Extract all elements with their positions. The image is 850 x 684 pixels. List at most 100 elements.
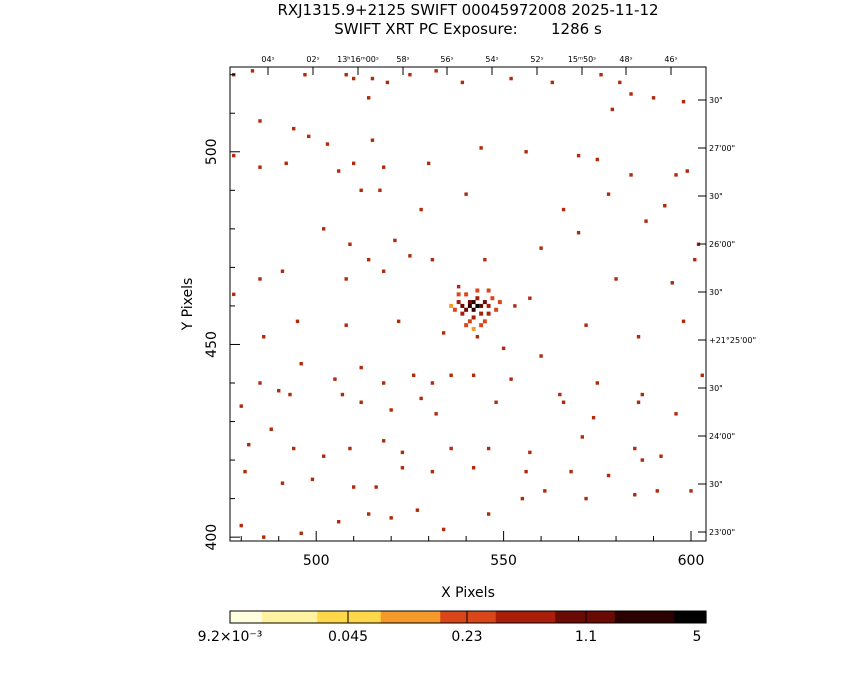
- colorbar-segment: [289, 611, 295, 623]
- source-pixel: [460, 311, 465, 316]
- event-pixel: [262, 535, 266, 539]
- colorbar-segment: [436, 611, 441, 623]
- event-pixel: [366, 512, 371, 516]
- colorbar-segment: [468, 611, 473, 623]
- event-pixel: [344, 72, 348, 77]
- event-pixel: [239, 523, 243, 528]
- source-pixel: [482, 319, 487, 324]
- ra-tick-label: 48ˢ: [619, 55, 632, 64]
- colorbar-segment: [416, 611, 421, 623]
- source-pixel: [482, 300, 487, 305]
- colorbar-segment: [535, 611, 540, 623]
- source-pixel: [475, 296, 480, 301]
- colorbar-segment: [305, 611, 310, 623]
- colorbar-segment: [404, 611, 410, 623]
- colorbar-segment: [642, 611, 648, 623]
- colorbar-segment: [245, 611, 251, 623]
- ra-tick-label: 04ˢ: [261, 55, 274, 64]
- event-pixel: [430, 381, 435, 385]
- event-pixel: [295, 319, 300, 324]
- event-pixel: [232, 292, 236, 297]
- event-pixel: [322, 227, 326, 231]
- colorbar-segment: [618, 611, 624, 623]
- colorbar-segment: [384, 611, 390, 623]
- colorbar-segment: [674, 611, 679, 623]
- event-pixel: [348, 242, 352, 247]
- colorbar-segment: [388, 611, 394, 623]
- colorbar-segment: [594, 611, 600, 623]
- event-pixel: [595, 157, 599, 162]
- ra-tick-label: 15ᵐ50ˢ: [568, 55, 596, 64]
- colorbar-segment: [233, 611, 239, 623]
- colorbar-segment: [420, 611, 425, 623]
- colorbar-segment: [364, 611, 370, 623]
- colorbar-segment: [471, 611, 477, 623]
- source-pixel: [467, 319, 472, 324]
- event-pixel: [434, 69, 438, 73]
- colorbar-segment: [634, 611, 640, 623]
- event-pixel: [359, 188, 363, 193]
- event-pixel: [366, 96, 371, 100]
- y-tick-label: 400: [204, 524, 220, 551]
- event-pixel: [340, 392, 345, 397]
- event-pixel: [351, 485, 356, 489]
- event-pixel: [411, 373, 416, 378]
- event-pixel: [700, 373, 704, 378]
- event-pixel: [475, 335, 480, 339]
- ra-tick-label: 02ˢ: [306, 55, 319, 64]
- source-pixel: [467, 303, 472, 308]
- colorbar-frame: [229, 610, 707, 624]
- event-pixel: [561, 207, 566, 212]
- event-pixel: [381, 439, 386, 443]
- ra-tick-label: 54ˢ: [485, 55, 498, 64]
- event-pixel: [614, 277, 618, 281]
- event-pixel: [310, 477, 315, 482]
- event-pixel: [513, 304, 517, 308]
- event-pixel: [344, 277, 348, 281]
- colorbar-segment: [253, 611, 259, 623]
- event-pixel: [569, 469, 573, 474]
- colorbar-segment: [614, 611, 620, 623]
- event-pixel: [351, 76, 356, 81]
- colorbar-segment: [317, 611, 322, 623]
- event-pixel: [449, 446, 453, 451]
- colorbar-segment: [491, 611, 497, 623]
- source-pixel: [464, 292, 469, 297]
- colorbar-segment: [515, 611, 521, 623]
- event-pixel: [280, 481, 285, 485]
- colorbar-segment: [499, 611, 505, 623]
- event-pixel: [389, 408, 393, 412]
- source-pixel: [464, 323, 469, 328]
- colorbar-segment: [444, 611, 449, 623]
- colorbar-segment: [650, 611, 656, 623]
- event-pixel: [381, 165, 386, 169]
- event-pixel: [333, 377, 337, 381]
- source-pixel: [471, 315, 476, 320]
- event-pixel: [299, 361, 303, 366]
- colorbar-label: 0.23: [451, 629, 482, 645]
- event-pixel: [232, 153, 236, 158]
- event-pixel: [584, 496, 588, 501]
- colorbar-segment: [610, 611, 616, 623]
- colorbar-segment: [341, 611, 346, 623]
- dec-tick-label: 30": [709, 192, 723, 201]
- colorbar-segment: [356, 611, 362, 623]
- event-pixel: [576, 153, 581, 158]
- event-pixel: [674, 412, 678, 416]
- event-pixel: [348, 446, 352, 451]
- event-pixel: [599, 72, 603, 77]
- colorbar-segment: [630, 611, 636, 623]
- source-pixel: [479, 311, 484, 316]
- event-pixel: [576, 230, 581, 235]
- event-pixel: [441, 331, 446, 335]
- event-pixel: [258, 165, 262, 169]
- event-pixel: [277, 388, 281, 393]
- event-pixel: [655, 489, 659, 493]
- colorbar-segment: [321, 611, 326, 623]
- dec-tick-label: 24'00": [709, 432, 735, 441]
- event-pixel: [419, 396, 423, 401]
- event-pixel: [501, 346, 506, 351]
- event-pixel: [681, 319, 686, 324]
- colorbar-segment: [456, 611, 461, 623]
- event-pixel: [591, 415, 596, 420]
